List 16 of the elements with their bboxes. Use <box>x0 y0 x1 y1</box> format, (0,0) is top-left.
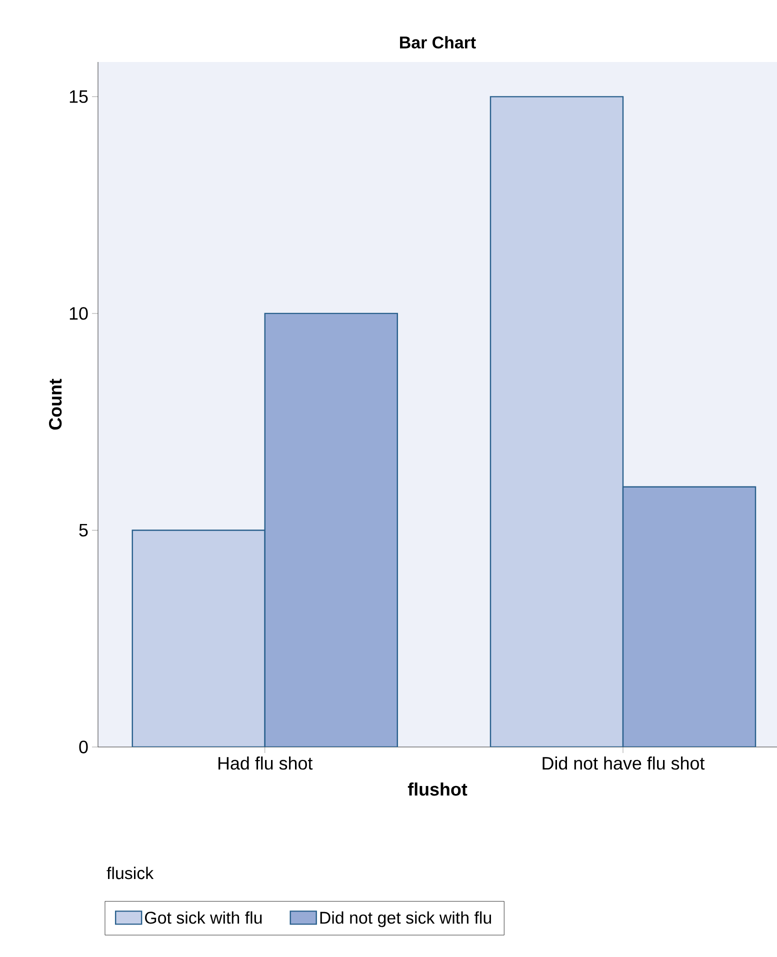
bar <box>490 96 624 747</box>
legend-title: flusick <box>106 866 154 880</box>
y-tick-label: 10 <box>70 307 88 320</box>
y-tick-label: 0 <box>79 740 88 754</box>
y-axis-title: Count <box>48 378 62 430</box>
bar <box>622 486 756 747</box>
legend-label: Got sick with flu <box>144 911 262 924</box>
x-tick-label: Did not have flu shot <box>542 756 704 770</box>
bar <box>132 530 266 747</box>
chart-title: Bar Chart <box>400 36 476 49</box>
x-axis-title: flushot <box>408 782 468 796</box>
y-tick-label: 15 <box>70 90 88 103</box>
legend-label: Did not get sick with flu <box>320 911 491 928</box>
y-tick-label: 5 <box>79 524 88 536</box>
x-tick-label: Had flu shot <box>218 756 312 770</box>
bar <box>264 312 398 747</box>
